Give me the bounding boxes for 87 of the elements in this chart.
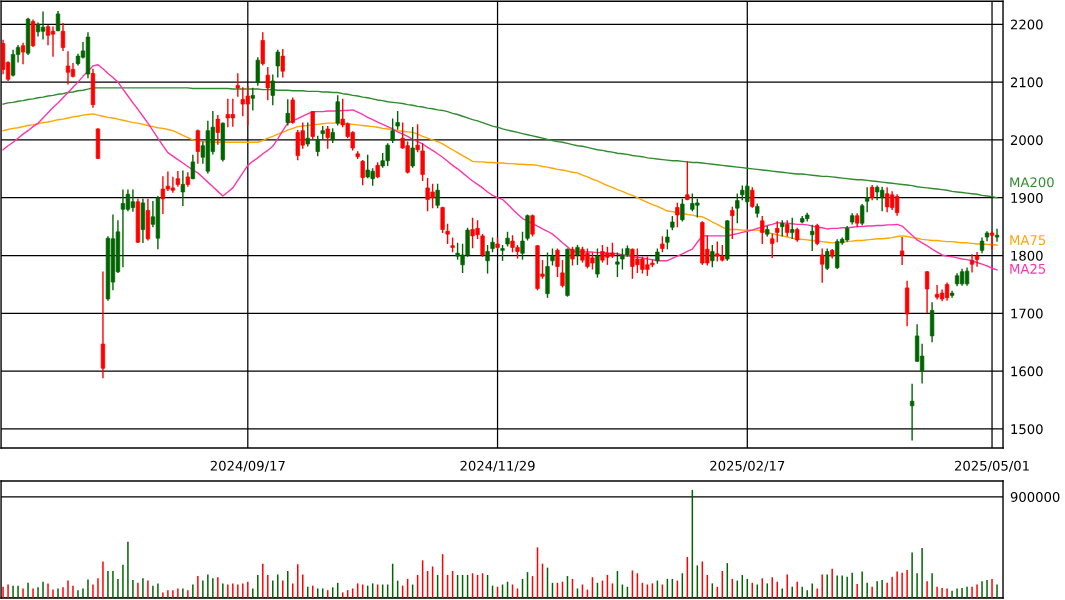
candlestick xyxy=(440,206,445,234)
candlestick xyxy=(410,127,415,168)
candlestick xyxy=(560,260,565,288)
candlestick xyxy=(525,214,530,241)
y-tick-label: 2000 xyxy=(1010,135,1043,146)
y-tick-label: 2100 xyxy=(1010,77,1043,88)
candlestick xyxy=(45,24,51,46)
series-label: MA200 xyxy=(1010,177,1054,188)
candlestick xyxy=(555,248,560,278)
candlestick xyxy=(325,125,330,149)
candlestick xyxy=(770,233,775,258)
y-tick-label: 2200 xyxy=(1010,19,1043,30)
candlestick xyxy=(974,251,980,267)
y-tick-label: 1800 xyxy=(1011,250,1043,261)
series-label: MA25 xyxy=(1010,263,1046,274)
candlestick xyxy=(445,223,450,245)
x-tick-label: 2024/11/29 xyxy=(460,460,535,472)
candlestick xyxy=(595,248,600,278)
candlestick xyxy=(909,383,915,441)
candlestick xyxy=(420,143,425,182)
candlestick xyxy=(290,97,295,124)
candlestick xyxy=(270,74,275,106)
candlestick xyxy=(280,49,285,78)
candlestick xyxy=(215,114,220,145)
candlestick xyxy=(894,194,900,216)
candlestick xyxy=(685,161,690,201)
candlestick xyxy=(390,118,395,143)
series-label: MA75 xyxy=(1010,235,1046,246)
candlestick xyxy=(305,122,310,147)
candlestick xyxy=(615,252,620,278)
candlestick xyxy=(480,234,485,257)
candlestick xyxy=(335,95,340,126)
candlestick xyxy=(820,248,825,283)
candlestick xyxy=(195,129,201,164)
candlestick xyxy=(10,49,16,77)
candlestick xyxy=(260,32,265,66)
candlestick xyxy=(680,198,685,222)
candlestick xyxy=(50,26,56,57)
y-tick-label: 1900 xyxy=(1011,192,1043,203)
candlestick xyxy=(190,154,196,180)
candlestick xyxy=(235,73,240,97)
candlestick xyxy=(120,189,126,268)
y-tick-label: 1700 xyxy=(1011,308,1043,319)
candlestick xyxy=(360,160,365,186)
candlestick xyxy=(989,231,995,250)
candlestick xyxy=(275,49,280,78)
candlestick xyxy=(790,217,795,239)
candlestick xyxy=(40,11,46,40)
candlestick xyxy=(815,223,820,246)
candlestick xyxy=(675,202,680,228)
candlestick xyxy=(250,87,255,111)
candlestick xyxy=(435,183,440,209)
candlestick xyxy=(265,66,270,101)
candlestick xyxy=(730,206,735,239)
candlestick xyxy=(825,248,830,271)
candlestick xyxy=(315,135,320,157)
candlestick xyxy=(760,216,765,245)
candlestick xyxy=(899,236,905,265)
candlestick xyxy=(810,224,815,252)
candlestick xyxy=(520,231,525,260)
candlestick xyxy=(485,245,490,274)
candlestick xyxy=(994,228,1000,242)
candlestick xyxy=(924,271,930,313)
candlestick xyxy=(285,99,290,126)
candlestick xyxy=(55,10,61,32)
candlestick xyxy=(665,229,670,250)
x-tick-label: 2025/02/17 xyxy=(710,460,785,472)
candlestick xyxy=(735,193,740,224)
candlestick xyxy=(750,187,755,208)
line-series xyxy=(2,64,998,271)
candlestick xyxy=(255,57,260,86)
candlestick xyxy=(160,176,166,215)
candlestick xyxy=(415,124,420,153)
candlestick xyxy=(969,254,975,273)
x-tick-label: 2024/09/17 xyxy=(210,460,285,472)
candlestick xyxy=(710,245,715,268)
y-tick-label: 900000 xyxy=(1010,491,1060,502)
candlestick xyxy=(530,214,535,237)
candlestick xyxy=(65,51,71,85)
candlestick xyxy=(575,245,580,265)
y-tick-label: 1600 xyxy=(1011,366,1043,377)
y-tick-label: 1500 xyxy=(1011,424,1043,435)
candlestick xyxy=(180,170,186,206)
candlestick xyxy=(775,221,780,243)
candlestick xyxy=(60,23,66,52)
x-tick-label: 2025/05/01 xyxy=(954,460,1029,472)
candlestick xyxy=(20,42,26,65)
